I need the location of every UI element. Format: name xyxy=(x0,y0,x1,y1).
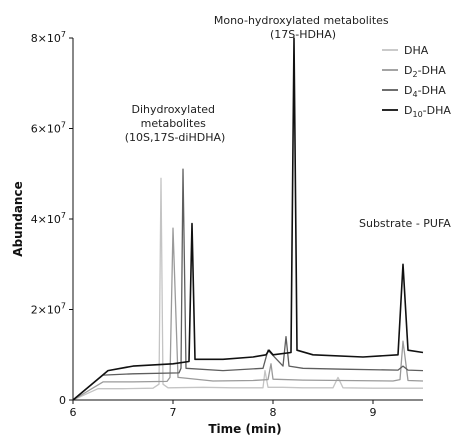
annotation-dihydroxy-line-3: (10S,17S-diHDHA) xyxy=(125,131,226,144)
legend-label-3: D10-DHA xyxy=(404,104,451,119)
x-ticks-layer: 6 7 8 9 xyxy=(70,400,377,419)
y-tick-label: 6×107 xyxy=(31,121,66,136)
x-tick-label: 9 xyxy=(370,406,377,419)
annotation-dihydroxy-line-2: metabolites xyxy=(141,117,206,130)
annotation-mono-line-2: (17S-HDHA) xyxy=(270,28,336,41)
y-tick-label-base: 8×10 xyxy=(31,32,61,45)
legend-label-0: DHA xyxy=(404,44,429,57)
x-axis-title: Time (min) xyxy=(208,422,281,436)
y-tick-label: 0 xyxy=(59,394,66,407)
series-line-3 xyxy=(72,37,424,401)
y-tick-label: 2×107 xyxy=(31,302,66,317)
legend-subscript: 2 xyxy=(412,70,417,79)
annotation-dihydroxy-line-1: Dihydroxylated xyxy=(131,103,215,116)
legend-name: D xyxy=(404,64,412,77)
legend-subscript: 4 xyxy=(412,90,417,99)
legend-name: D xyxy=(404,84,412,97)
legend-name: D xyxy=(404,104,412,117)
legend-subscript: 10 xyxy=(412,110,422,119)
y-tick-label: 8×107 xyxy=(31,30,66,45)
y-tick-label-exponent: 7 xyxy=(61,30,66,39)
plot-lines-layer xyxy=(72,37,424,401)
series-line-0 xyxy=(72,177,423,401)
x-tick-label: 7 xyxy=(170,406,177,419)
y-tick-label-exponent: 7 xyxy=(61,302,66,311)
legend-name: DHA xyxy=(404,44,429,57)
y-tick-label-exponent: 7 xyxy=(61,211,66,220)
annotation-substrate-pufa: Substrate - PUFA xyxy=(359,217,451,230)
legend-label-2: D4-DHA xyxy=(404,84,446,99)
y-tick-label: 4×107 xyxy=(31,211,66,226)
y-tick-label-base: 4×10 xyxy=(31,213,61,226)
y-tick-label-base: 6×10 xyxy=(31,123,61,136)
y-tick-label-base: 2×10 xyxy=(31,304,61,317)
annotation-mono-hydroxylated: Mono-hydroxylated metabolites (17S-HDHA) xyxy=(214,14,392,41)
legend-label-1: D2-DHA xyxy=(404,64,446,79)
x-tick-label: 8 xyxy=(270,406,277,419)
y-tick-label-exponent: 7 xyxy=(61,121,66,130)
annotation-dihydroxylated: Dihydroxylated metabolites (10S,17S-diHD… xyxy=(125,103,226,144)
y-axis-title: Abundance xyxy=(11,181,25,256)
legend-suffix: -DHA xyxy=(418,64,447,77)
legend-suffix: -DHA xyxy=(418,84,447,97)
x-tick-label: 6 xyxy=(70,406,77,419)
series-line-2 xyxy=(72,168,424,401)
series-line-1 xyxy=(72,227,424,401)
y-tick-label-base: 0 xyxy=(59,394,66,407)
legend-suffix: -DHA xyxy=(423,104,452,117)
annotation-mono-line-1: Mono-hydroxylated metabolites xyxy=(214,14,389,27)
